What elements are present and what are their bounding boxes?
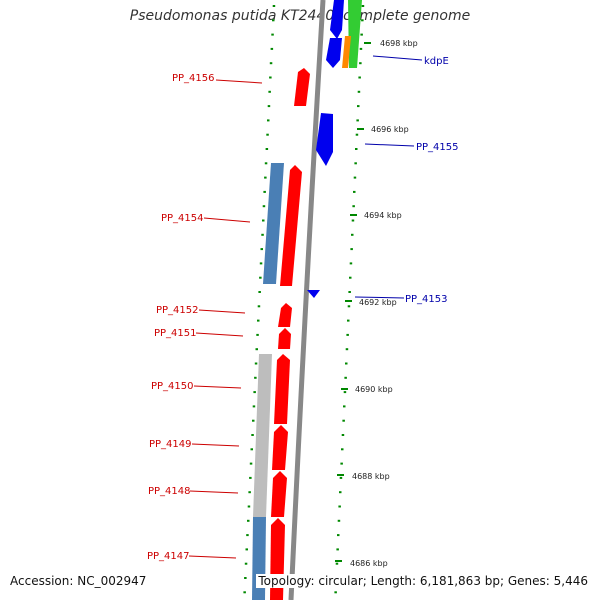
ruler-label: 4686 kbp [350,559,388,568]
feature-green [348,0,362,68]
gene-label-kdpE[interactable]: kdpE [424,56,449,67]
leader-PP_4154 [203,217,251,223]
leader-kdpE [372,55,423,61]
gene-label-PP_4148[interactable]: PP_4148 [148,486,191,497]
gene-arrow-PP_4150[interactable] [274,354,290,424]
feature-steel-upper [263,163,284,284]
accession-text: Accession: NC_002947 [10,574,147,588]
gene-label-PP_4152[interactable]: PP_4152 [156,305,199,316]
gene-arrow-PP_4155[interactable] [316,113,333,166]
kbp-ruler: 4698 kbp 4696 kbp 4694 kbp 4692 kbp 4690… [335,39,418,568]
feature-grey-lower [253,354,272,517]
topology-text: Topology: circular; Length: 6,181,863 bp… [256,574,590,588]
leader-PP_4150 [193,385,242,389]
leader-PP_4151 [195,332,244,337]
gene-label-PP_4156[interactable]: PP_4156 [172,73,215,84]
gene-label-PP_4151[interactable]: PP_4151 [154,328,197,339]
leader-PP_4152 [198,309,246,314]
leader-PP_4156 [215,79,263,84]
ruler-label: 4696 kbp [371,125,409,134]
ruler-label: 4690 kbp [355,385,393,394]
leader-PP_4148 [189,490,239,494]
ruler-label: 4692 kbp [359,298,397,307]
leader-PP_4147 [188,555,237,559]
ruler-label: 4688 kbp [352,472,390,481]
leader-PP_4155 [364,143,415,147]
gene-label-PP_4155[interactable]: PP_4155 [416,142,459,153]
genome-backbone [288,0,326,600]
gene-arrow-PP_4156[interactable] [294,68,310,106]
gene-arrow-PP_4149[interactable] [272,425,288,470]
ruler-label: 4694 kbp [364,211,402,220]
gene-label-PP_4149[interactable]: PP_4149 [149,439,192,450]
gene-arrow-PP_4151[interactable] [278,328,291,349]
gene-arrow-PP_4154[interactable] [280,165,302,286]
feature-orange [342,36,351,68]
map-title: Pseudomonas putida KT2440, complete geno… [129,8,471,24]
gene-arrow-PP_4152[interactable] [278,303,292,327]
gene-arrow-kdpE[interactable] [330,0,344,39]
leader-PP_4149 [191,443,240,447]
outer-tick-track [334,5,365,594]
gene-arrow-kdpE-b[interactable] [326,38,342,68]
gene-arrow-PP_4148[interactable] [271,471,287,517]
inner-tick-track [243,5,276,594]
ruler-label: 4698 kbp [380,39,418,48]
gene-label-PP_4150[interactable]: PP_4150 [151,381,194,392]
gene-label-PP_4154[interactable]: PP_4154 [161,213,204,224]
leader-PP_4153 [354,296,405,299]
gene-label-PP_4153[interactable]: PP_4153 [405,294,448,305]
gene-arrow-PP_4153[interactable] [307,290,320,298]
gene-label-PP_4147[interactable]: PP_4147 [147,551,190,562]
